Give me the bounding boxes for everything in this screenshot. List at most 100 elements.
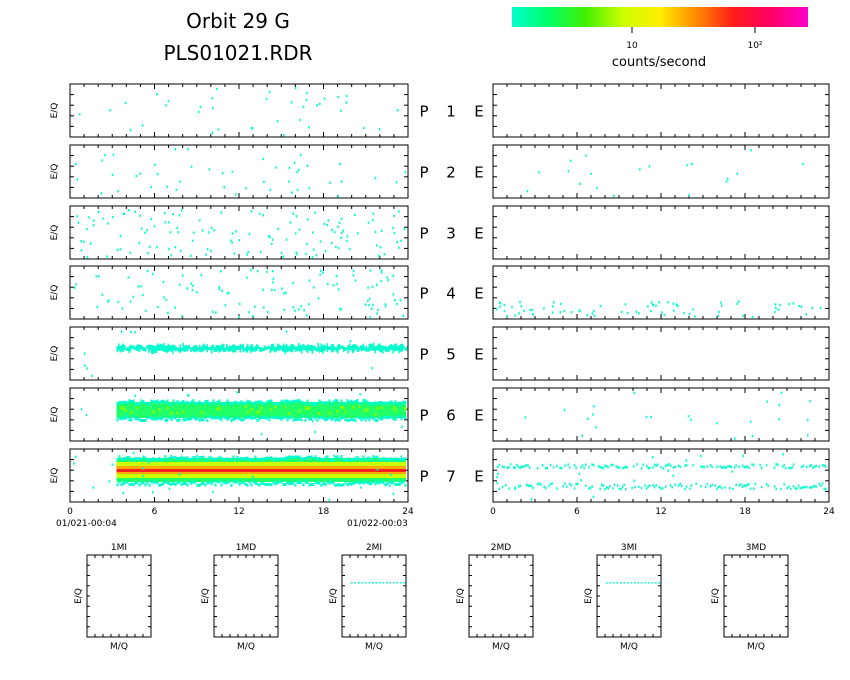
band-pixel xyxy=(669,484,672,487)
count-pixel xyxy=(305,98,308,102)
band-edge xyxy=(198,456,201,460)
count-pixel xyxy=(559,311,562,314)
band-edge xyxy=(242,418,245,422)
band-pixel xyxy=(759,463,761,467)
band-pixel xyxy=(226,344,228,351)
x-tick-label-right: 0 xyxy=(490,507,496,517)
band-pixel xyxy=(361,345,363,352)
band-edge xyxy=(264,457,267,460)
band-edge xyxy=(128,483,131,487)
band-edge xyxy=(262,402,265,406)
band-edge xyxy=(128,399,131,403)
count-pixel xyxy=(146,269,149,273)
row-label-p: P xyxy=(419,103,428,121)
band-pixel xyxy=(397,346,399,351)
count-pixel xyxy=(348,457,350,460)
band-edge xyxy=(388,401,391,405)
count-pixel xyxy=(395,302,398,306)
count-pixel xyxy=(314,211,316,214)
band-pixel xyxy=(565,485,568,488)
band-pixel xyxy=(538,482,541,485)
band-pixel xyxy=(743,466,745,469)
count-pixel xyxy=(809,400,811,403)
band-edge xyxy=(232,455,235,459)
band-edge xyxy=(152,457,155,460)
count-pixel xyxy=(211,97,214,100)
count-pixel xyxy=(156,245,158,249)
band-pixel xyxy=(709,485,712,488)
band-edge xyxy=(352,457,355,461)
count-pixel xyxy=(667,469,669,473)
band-pixel xyxy=(158,344,160,351)
band-pixel xyxy=(166,346,168,354)
band-edge xyxy=(150,416,153,420)
band-pixel xyxy=(284,345,286,355)
band-pixel xyxy=(649,484,651,487)
band-edge xyxy=(318,416,321,420)
band-pixel xyxy=(212,344,214,351)
band-pixel xyxy=(636,463,638,466)
ylabel-eq: E/Q xyxy=(50,103,60,119)
left-panel-1: E/Q P 1 E xyxy=(50,83,484,138)
band-pixel xyxy=(527,484,529,487)
count-pixel xyxy=(335,245,337,249)
band-pixel xyxy=(200,346,202,353)
band-pixel xyxy=(155,345,157,353)
count-pixel xyxy=(495,308,498,311)
count-pixel xyxy=(721,304,723,307)
band-pixel xyxy=(825,465,827,468)
band-pixel xyxy=(556,464,558,468)
band-edge xyxy=(178,418,181,422)
count-pixel xyxy=(212,107,214,110)
band-edge xyxy=(374,456,377,460)
count-pixel xyxy=(524,416,527,419)
band-speck xyxy=(218,407,221,410)
mq-xlabel: M/Q xyxy=(620,642,638,652)
band-pixel xyxy=(131,345,133,349)
band-pixel xyxy=(585,484,587,488)
band-pixel xyxy=(721,466,723,469)
band-speck xyxy=(124,408,127,412)
band-pixel xyxy=(508,466,510,469)
ylabel-eq: E/Q xyxy=(50,407,60,423)
count-pixel xyxy=(267,310,269,314)
band-edge xyxy=(246,399,249,403)
count-pixel xyxy=(357,232,359,235)
count-pixel xyxy=(191,288,194,292)
band-pixel xyxy=(665,485,667,488)
band-edge xyxy=(328,458,331,462)
count-pixel xyxy=(285,238,288,241)
row-label-p: P xyxy=(419,164,428,182)
band-pixel xyxy=(191,346,193,351)
count-pixel xyxy=(736,302,739,305)
band-edge xyxy=(382,481,385,485)
ylabel-eq: E/Q xyxy=(50,164,60,180)
band-edge xyxy=(176,457,179,461)
count-pixel xyxy=(76,215,78,218)
band-edge xyxy=(382,402,385,406)
band-edge xyxy=(224,416,227,420)
count-pixel xyxy=(186,287,189,290)
count-pixel xyxy=(751,315,754,319)
band-edge xyxy=(220,456,223,460)
count-pixel xyxy=(650,301,653,304)
count-pixel xyxy=(329,181,331,184)
band-edge xyxy=(400,481,403,485)
band-edge xyxy=(208,415,211,419)
count-pixel xyxy=(737,300,740,303)
band-edge xyxy=(274,416,277,420)
band-pixel xyxy=(248,346,250,351)
count-pixel xyxy=(506,315,508,318)
band-edge xyxy=(400,402,403,406)
count-pixel xyxy=(174,246,177,249)
band-edge xyxy=(236,416,239,420)
count-pixel xyxy=(380,229,383,232)
band-pixel xyxy=(645,464,648,468)
mq-trace-dot xyxy=(641,582,643,584)
count-pixel xyxy=(518,312,520,315)
right-panel-frame xyxy=(492,83,830,138)
count-pixel xyxy=(333,454,335,457)
band-pixel xyxy=(679,465,681,468)
band-pixel xyxy=(325,345,327,350)
band-pixel xyxy=(403,345,405,349)
